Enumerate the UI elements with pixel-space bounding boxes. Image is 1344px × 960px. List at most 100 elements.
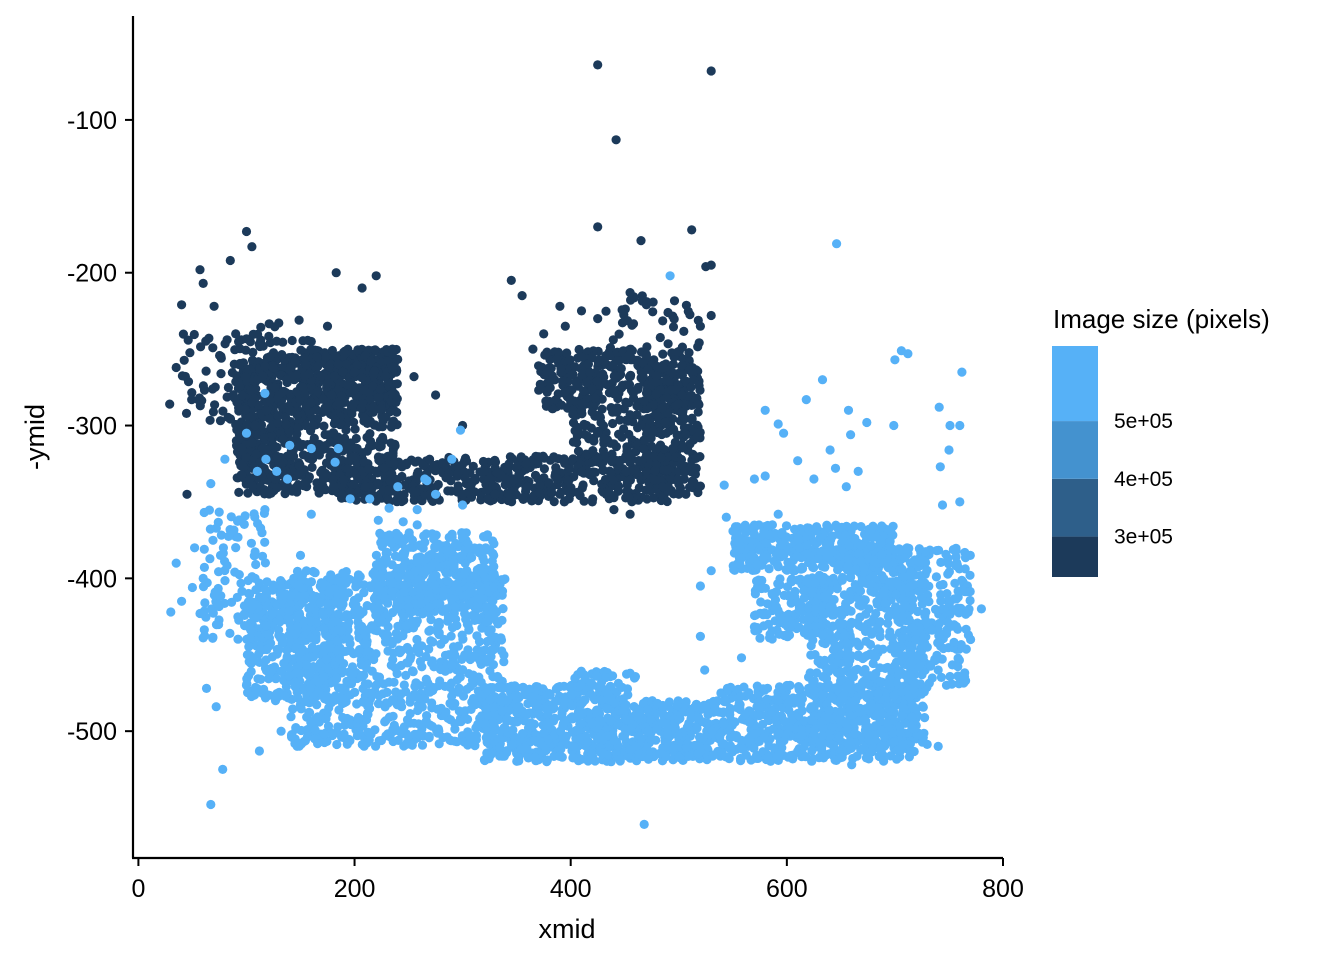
data-point [242,419,252,430]
data-point [417,702,427,712]
data-point [388,736,398,747]
data-point [570,426,580,436]
data-point [693,487,703,498]
data-point [593,222,603,232]
data-point [594,355,604,365]
data-point [412,634,422,645]
data-point [481,657,492,667]
data-point [441,473,451,483]
data-point [208,407,218,417]
data-point [215,350,225,361]
data-point [395,648,405,658]
data-point [241,226,252,237]
data-point [648,307,658,317]
data-point [210,400,220,410]
data-point [552,354,562,364]
data-point [365,429,375,439]
data-point [633,423,643,433]
data-point [351,433,361,444]
data-point [235,381,245,391]
data-point [468,461,478,471]
data-point [281,420,291,430]
data-point [373,393,383,403]
data-point [481,485,491,495]
data-point [357,283,367,293]
data-point [246,386,256,396]
data-point [304,707,314,718]
data-point [621,397,631,407]
data-point [187,395,197,405]
data-point [476,594,486,604]
data-point [566,741,577,751]
data-point [625,288,635,298]
data-point [424,731,434,741]
data-point [362,663,372,674]
data-point [418,580,428,590]
data-point [668,368,678,378]
data-point [526,718,536,728]
data-point [266,423,276,433]
data-point [420,537,430,547]
data-point [407,535,417,545]
data-point [248,411,258,421]
data-point [315,598,326,608]
data-point [379,463,389,473]
data-point [443,576,453,586]
data-point [383,485,393,495]
data-point [652,410,662,420]
data-point [593,314,603,324]
data-point [433,724,444,734]
data-point [550,453,560,463]
data-point [295,648,305,658]
data-point [452,737,462,747]
data-point [544,689,554,699]
data-point [412,557,422,567]
data-point [393,634,403,644]
data-point [278,434,288,444]
data-point [375,561,385,571]
data-point [282,375,292,385]
data-point [390,663,400,673]
data-point [368,402,378,412]
data-point [230,393,240,403]
data-point [323,721,334,731]
data-point [376,735,386,746]
data-point [512,693,522,703]
data-point [315,689,326,700]
data-point [488,720,499,731]
data-point [677,360,687,370]
data-point [402,642,412,653]
data-point [264,486,274,497]
data-point [276,576,286,586]
data-point [687,225,697,235]
data-point [291,736,301,746]
data-point [617,305,627,315]
data-point [635,709,645,719]
data-point [638,357,648,368]
data-point [388,711,398,721]
data-point [399,587,409,597]
data-point [547,403,557,414]
data-point [695,321,706,331]
data-point [614,456,625,466]
data-point [557,708,567,718]
data-point [282,652,292,662]
data-point [615,415,625,425]
data-point [535,379,545,389]
data-point [205,415,215,425]
data-point [231,329,241,339]
data-point [262,644,272,655]
data-point [698,733,708,743]
data-point [445,698,455,709]
data-point [350,443,360,453]
data-point [514,469,524,479]
data-point [641,300,652,310]
data-point [412,642,422,652]
data-point [552,474,562,484]
data-point [352,731,362,741]
data-point [165,399,175,409]
data-point [577,352,587,362]
data-point [373,478,383,488]
data-point [490,455,500,465]
data-point [371,271,381,281]
